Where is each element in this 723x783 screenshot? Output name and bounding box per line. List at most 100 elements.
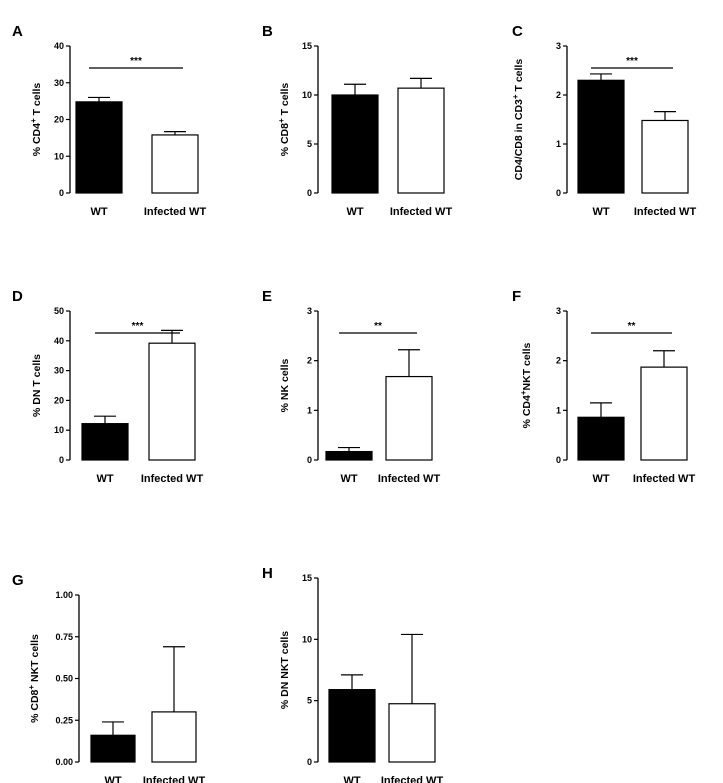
panel-d-tick-label: 20 (54, 395, 64, 405)
y-label-text: NKT cells (29, 634, 41, 685)
panel-f-category-label: WT (592, 473, 609, 485)
panel-f-bar-infected (640, 366, 688, 461)
panel-h-category-label: Infected WT (381, 775, 444, 783)
panel-e-tick-label: 2 (307, 356, 312, 366)
panel-e-tick-label: 3 (307, 306, 312, 316)
panel-a-tick-label: 10 (54, 151, 64, 161)
panel-a-tick-label: 40 (54, 41, 64, 51)
panel-c: C 0 1 2 3 CD4/CD8 in CD3+ T cells WT Infected W… (511, 23, 697, 218)
panel-b-tick-label: 0 (307, 188, 312, 198)
panel-c-tick-label: 1 (556, 139, 561, 149)
panel-g-bar-infected (151, 711, 197, 763)
panel-a-tick-label: 30 (54, 78, 64, 88)
y-label-text: % DN NKT cells (279, 631, 291, 709)
panel-d-significance-stars: *** (132, 321, 144, 332)
panel-b-tick-label: 15 (302, 41, 312, 51)
panel-c-y-label: CD4/CD8 in CD3+ T cells (511, 59, 526, 181)
panel-e-bar-wt (325, 450, 373, 461)
y-label-text: % DN T cells (31, 354, 43, 417)
panel-b-category-label: Infected WT (390, 206, 453, 218)
panel-g-tick-label: 0.75 (55, 632, 73, 642)
panel-c-bar-infected (641, 119, 689, 194)
y-label-text: T cells (31, 83, 43, 119)
panel-b-bar-infected (397, 87, 445, 194)
panel-b: B 0 5 10 15 % CD8+ T cells WT Infected WT (262, 23, 452, 218)
panel-h-tick-label: 15 (302, 573, 312, 583)
panel-f-tick-label: 0 (556, 455, 561, 465)
panel-h: H 0 5 10 15 % DN NKT cells WT Infected WT (262, 565, 443, 783)
panel-e-category-label: Infected WT (378, 473, 441, 485)
panel-b-tick-label: 10 (302, 90, 312, 100)
panel-e-tick-label: 1 (307, 405, 312, 415)
y-label-superscript: + (519, 390, 528, 395)
panel-f-bar-wt (577, 416, 625, 461)
panel-h-bar-infected (388, 703, 436, 763)
panel-g-category-label: WT (104, 775, 121, 783)
panel-b-letter: B (262, 23, 273, 40)
panel-h-y-label: % DN NKT cells (279, 631, 291, 709)
panel-g-y-label: % CD8+ NKT cells (27, 634, 42, 723)
panel-d-tick-label: 50 (54, 306, 64, 316)
panel-c-category-label: Infected WT (634, 206, 697, 218)
panel-h-letter: H (262, 565, 273, 582)
panel-h-tick-label: 10 (302, 634, 312, 644)
panel-g-tick-label: 0.00 (55, 757, 73, 767)
panel-b-category-label: WT (346, 206, 363, 218)
panel-f-category-label: Infected WT (633, 473, 696, 485)
panel-g-category-label: Infected WT (143, 775, 206, 783)
panel-d-tick-label: 40 (54, 336, 64, 346)
panel-f-significance-stars: ** (628, 321, 636, 332)
panel-c-bar-wt (577, 79, 625, 194)
y-label-text: CD4/CD8 in CD3 (513, 99, 525, 180)
panel-c-category-label: WT (592, 206, 609, 218)
panel-f-letter: F (512, 288, 521, 305)
panel-e: E 0 1 2 3 % NK cells WT Infected WT ** (262, 288, 440, 485)
panel-c-significance-stars: *** (626, 56, 638, 67)
panel-b-bar-wt (331, 94, 379, 194)
panel-f-y-label: % CD4+NKT cells (519, 342, 534, 428)
panel-g: G 0.00 0.25 0.50 0.75 1.00 % CD8+ NKT cells WT I… (12, 572, 205, 783)
panel-a-category-label: Infected WT (144, 206, 207, 218)
panel-h-bar-wt (328, 689, 376, 763)
panel-d-letter: D (12, 288, 23, 305)
panel-f-tick-label: 2 (556, 356, 561, 366)
panel-d-bar-infected (148, 342, 196, 461)
panel-c-letter: C (512, 23, 523, 40)
panel-a-category-label: WT (90, 206, 107, 218)
panel-d: D 0 10 20 30 40 50 % DN T cells WT Infected WT *** (12, 288, 203, 485)
panel-d-category-label: WT (96, 473, 113, 485)
y-label-superscript: + (29, 118, 38, 123)
panel-b-tick-label: 5 (307, 139, 312, 149)
y-label-text: % CD8 (279, 123, 291, 156)
panel-e-letter: E (262, 288, 272, 305)
panel-g-tick-label: 1.00 (55, 590, 73, 600)
panel-e-bar-infected (385, 375, 433, 461)
panel-f-tick-label: 3 (556, 306, 561, 316)
panel-d-y-label: % DN T cells (31, 354, 43, 417)
y-label-superscript: + (27, 685, 36, 690)
panel-h-tick-label: 5 (307, 696, 312, 706)
y-label-text: % NK cells (279, 359, 291, 413)
panel-f-tick-label: 1 (556, 405, 561, 415)
y-label-superscript: + (277, 118, 286, 123)
y-label-text: T cells (513, 59, 525, 95)
y-label-text: % CD4 (521, 395, 533, 428)
panel-d-tick-label: 30 (54, 366, 64, 376)
panel-b-y-label: % CD8+ T cells (277, 83, 292, 157)
panel-d-bar-wt (81, 423, 129, 461)
panel-c-tick-label: 0 (556, 188, 561, 198)
panel-a-bar-infected (151, 134, 199, 194)
panel-h-category-label: WT (343, 775, 360, 783)
panel-c-tick-label: 3 (556, 41, 561, 51)
panel-a-tick-label: 0 (59, 188, 64, 198)
panel-d-category-label: Infected WT (141, 473, 204, 485)
panel-f: F 0 1 2 3 % CD4+NKT cells WT Infected WT ** (512, 288, 695, 485)
panel-c-tick-label: 2 (556, 90, 561, 100)
panel-a-y-label: % CD4+ T cells (29, 83, 44, 157)
panel-e-tick-label: 0 (307, 455, 312, 465)
panel-g-tick-label: 0.50 (55, 674, 73, 684)
y-label-text: T cells (279, 83, 291, 119)
panel-a-tick-label: 20 (54, 115, 64, 125)
panel-a-bar-wt (75, 101, 123, 194)
